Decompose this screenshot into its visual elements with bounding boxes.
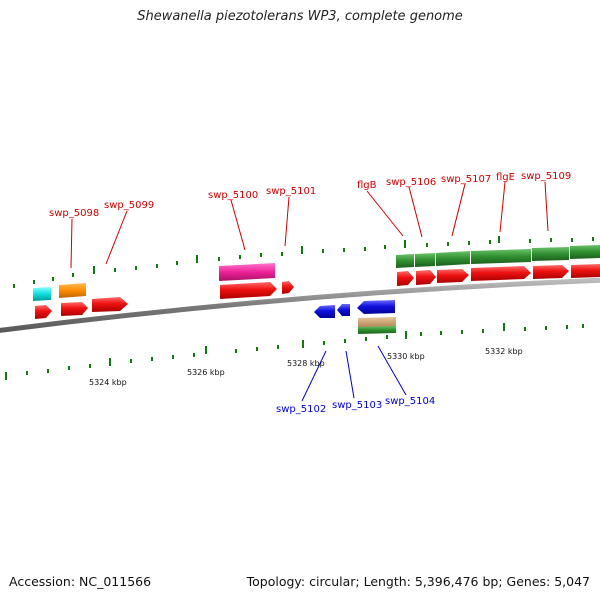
green-feature-small [358, 326, 396, 334]
upper-ticks [13, 236, 594, 288]
scale-label: 5330 kbp [387, 352, 425, 361]
gene-label-swp_5103: swp_5103 [332, 400, 382, 411]
gene-label-swp_5107: swp_5107 [441, 174, 491, 185]
forward-gene [92, 297, 128, 312]
reverse-gene [337, 304, 350, 316]
forward-genes [35, 264, 600, 319]
gene-label-flgB: flgB [357, 180, 377, 191]
forward-gene [571, 264, 600, 278]
lower-ticks [5, 323, 584, 380]
cyan-feature [33, 287, 51, 301]
gene-label-swp_5109: swp_5109 [521, 171, 571, 182]
scale-label: 5326 kbp [187, 368, 225, 377]
map-title: Shewanella piezotolerans WP3, complete g… [137, 9, 463, 24]
reverse-gene [314, 305, 335, 318]
forward-gene [471, 266, 531, 281]
gene-label-swp_5099: swp_5099 [104, 200, 154, 211]
gene-label-swp_5098: swp_5098 [49, 208, 99, 219]
gene-label-swp_5104: swp_5104 [385, 396, 435, 407]
forward-gene [220, 282, 277, 299]
forward-gene [437, 269, 469, 283]
magenta-feature [219, 263, 275, 281]
scale-label: 5328 kbp [287, 359, 325, 368]
forward-gene [397, 271, 414, 286]
forward-gene [282, 281, 294, 294]
green-feature-band [396, 245, 600, 268]
bottom-callout-lines [301, 345, 407, 402]
reverse-gene [357, 300, 395, 314]
genome-backbone [0, 277, 600, 333]
scale-label: 5332 kbp [485, 347, 523, 356]
reverse-genes [314, 300, 395, 318]
forward-gene [533, 265, 569, 279]
gene-label-swp_5102: swp_5102 [276, 404, 326, 415]
top-callout-lines [70, 181, 549, 269]
tan-feature [358, 317, 396, 328]
orange-feature [59, 283, 86, 298]
forward-gene [416, 270, 436, 285]
gene-label-swp_5101: swp_5101 [266, 186, 316, 197]
forward-gene [35, 305, 52, 319]
topology-summary: Topology: circular; Length: 5,396,476 bp… [246, 574, 590, 589]
gene-label-swp_5106: swp_5106 [386, 177, 436, 188]
scale-label: 5324 kbp [89, 378, 127, 387]
gene-label-flgE: flgE [496, 172, 515, 183]
gene-label-swp_5100: swp_5100 [208, 190, 258, 201]
forward-gene [61, 302, 88, 316]
accession-text: Accession: NC_011566 [9, 574, 152, 589]
